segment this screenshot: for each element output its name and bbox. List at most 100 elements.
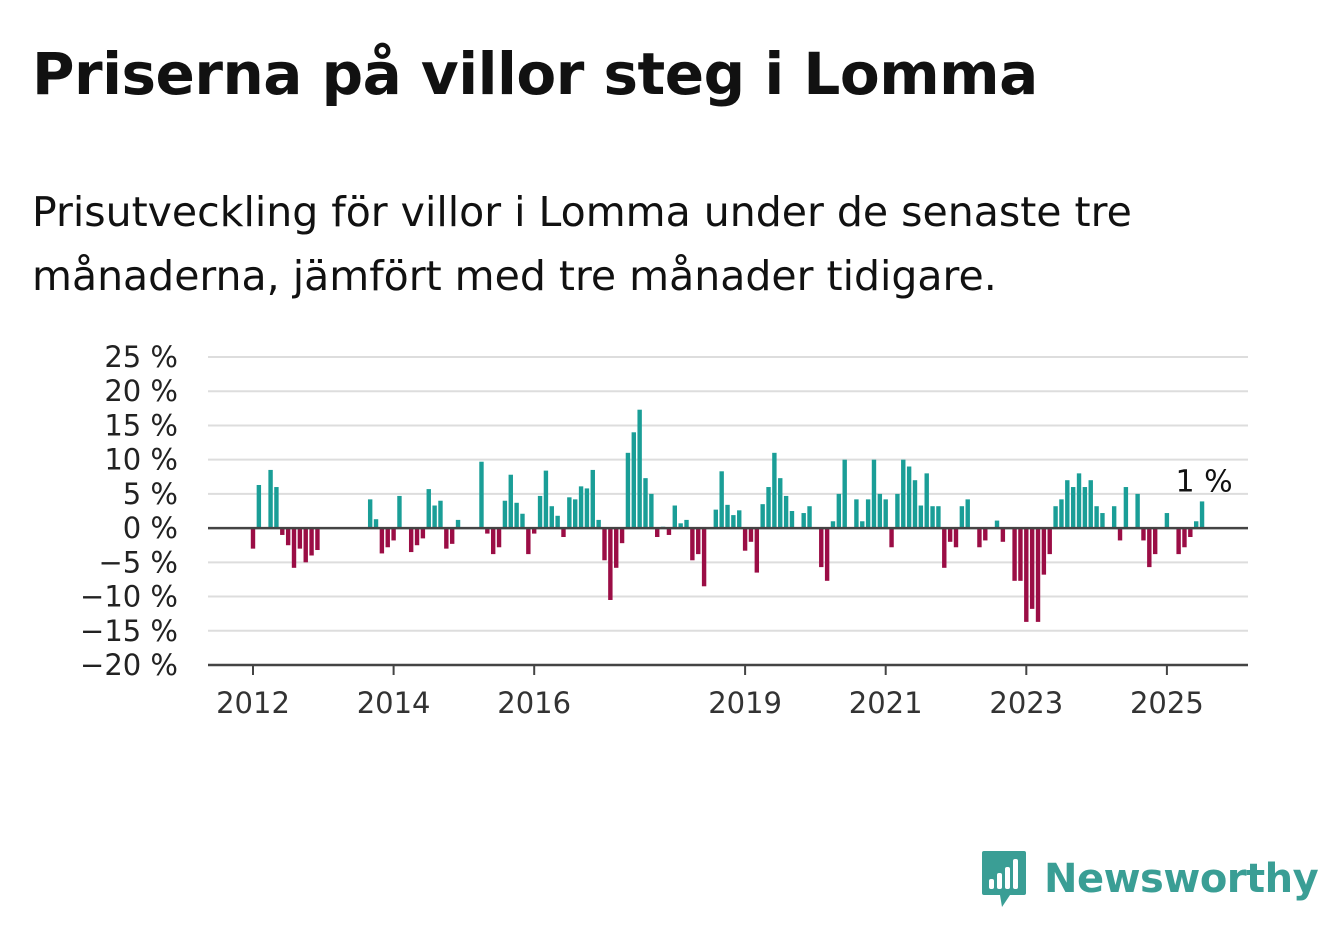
bar	[455, 519, 461, 529]
y-tick-label: −20 %	[80, 648, 178, 682]
bar	[1012, 528, 1017, 581]
x-tick-label: 2025	[1130, 686, 1204, 720]
bar	[432, 505, 437, 529]
newsworthy-logo-icon	[982, 851, 1026, 907]
bar	[444, 528, 449, 549]
bar	[959, 506, 965, 529]
bar	[1111, 506, 1117, 529]
bar	[930, 506, 935, 529]
grid-lines	[208, 356, 1248, 632]
bar	[918, 505, 924, 529]
bar	[643, 478, 648, 529]
bar	[1018, 528, 1023, 581]
bar	[590, 469, 595, 529]
chart-subtitle: Prisutveckling för villor i Lomma under …	[32, 188, 1132, 300]
bar	[760, 504, 765, 529]
bar	[936, 506, 941, 529]
bar	[1176, 528, 1181, 555]
bar	[877, 493, 883, 529]
bar	[912, 480, 918, 529]
bar	[953, 528, 959, 548]
bar	[924, 473, 929, 529]
bar	[883, 499, 888, 529]
bar	[637, 409, 642, 529]
bar	[602, 528, 607, 561]
bar	[1035, 528, 1041, 622]
bar	[438, 500, 443, 529]
bar	[772, 452, 777, 529]
bar	[696, 528, 701, 555]
bar	[391, 528, 396, 541]
bar	[719, 471, 724, 529]
bar	[520, 513, 525, 529]
bar	[819, 528, 824, 568]
bar	[426, 489, 431, 529]
newsworthy-brand: Newsworthy	[980, 848, 1319, 910]
x-tick-label: 2021	[849, 686, 923, 720]
bar	[608, 528, 613, 600]
bar	[584, 488, 590, 529]
bar	[385, 528, 390, 548]
bar	[789, 511, 795, 529]
brand-name: Newsworthy	[1044, 856, 1319, 902]
y-tick-label: 5 %	[123, 477, 178, 511]
bar	[285, 528, 291, 546]
bar	[420, 528, 426, 539]
bar	[807, 506, 812, 529]
bar	[567, 497, 572, 529]
bar	[742, 528, 748, 551]
bar	[860, 521, 865, 529]
bar-chart: 25 %20 %15 %10 %5 %0 %−5 %−10 %−15 %−20 …	[80, 340, 1248, 720]
bar	[485, 528, 490, 534]
bar	[684, 519, 689, 529]
x-tick-label: 2016	[497, 686, 571, 720]
bar	[965, 499, 970, 529]
bar	[1065, 480, 1070, 529]
bar	[737, 510, 742, 529]
bar	[801, 513, 806, 529]
y-tick-label: 0 %	[123, 511, 178, 545]
bar	[889, 528, 894, 548]
bar	[754, 528, 760, 573]
bar	[315, 528, 320, 551]
bar	[1193, 521, 1199, 529]
bar	[766, 487, 771, 529]
bar	[1152, 528, 1158, 555]
bar	[1053, 506, 1058, 529]
bar	[367, 499, 373, 529]
bar	[1059, 499, 1064, 529]
bar	[379, 528, 385, 554]
bar	[532, 528, 537, 534]
bar	[1041, 528, 1047, 575]
x-axis: 2012 2014 2016 2019 2021 2023 2025	[208, 663, 1248, 720]
bar	[280, 528, 285, 535]
y-axis-ticks: 25 %20 %15 %10 %5 %0 %−5 %−10 %−15 %−20 …	[80, 340, 178, 682]
bar	[1100, 513, 1105, 529]
bar	[596, 519, 601, 529]
bar	[291, 528, 297, 568]
bar	[895, 493, 900, 529]
bar	[701, 528, 707, 587]
bar	[561, 528, 566, 538]
bar	[836, 493, 842, 529]
bar	[947, 528, 953, 542]
bar	[854, 499, 859, 529]
bar	[901, 459, 906, 529]
bar	[1070, 487, 1076, 529]
bar	[977, 528, 982, 548]
x-tick-label: 2023	[989, 686, 1063, 720]
bar	[1164, 513, 1170, 529]
bar	[865, 499, 871, 529]
y-tick-label: −10 %	[80, 580, 178, 614]
x-tick-label: 2019	[708, 686, 782, 720]
bar	[1088, 480, 1093, 529]
bar	[274, 487, 279, 529]
bar	[373, 519, 379, 529]
bar	[1082, 487, 1088, 529]
bar	[297, 528, 303, 549]
bar	[578, 486, 584, 529]
bar	[514, 502, 519, 529]
y-tick-label: 25 %	[104, 340, 178, 374]
chart-title: Priserna på villor steg i Lomma	[32, 40, 1038, 108]
bar	[543, 470, 549, 529]
